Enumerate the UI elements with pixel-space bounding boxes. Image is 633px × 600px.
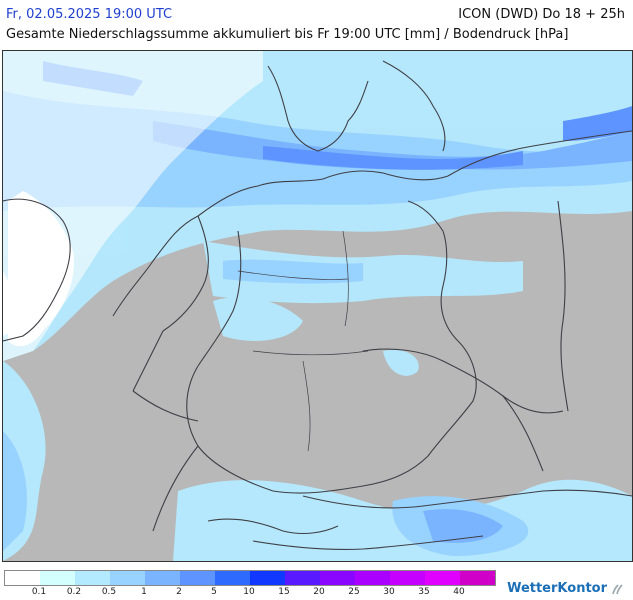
legend-swatch xyxy=(250,571,285,585)
map-title: Gesamte Niederschlagssumme akkumuliert b… xyxy=(6,27,569,42)
color-scale-ticks: 0.1 0.2 0.5 1 2 5 10 15 20 25 30 35 40 xyxy=(4,587,504,599)
legend-tick-label: 35 xyxy=(418,587,430,597)
legend-swatch xyxy=(75,571,110,585)
color-scale xyxy=(4,570,496,586)
legend-tick-label: 15 xyxy=(278,587,290,597)
map-canvas xyxy=(3,51,632,561)
legend-swatch xyxy=(425,571,460,585)
legend-swatch xyxy=(390,571,425,585)
legend-tick-label: 5 xyxy=(211,587,217,597)
legend-swatch xyxy=(285,571,320,585)
legend-swatch xyxy=(180,571,215,585)
wetterkontor-logo: WetterKontor xyxy=(507,581,625,596)
political-borders xyxy=(3,60,632,550)
legend-swatch xyxy=(460,571,495,585)
legend-swatch xyxy=(215,571,250,585)
legend-swatch xyxy=(320,571,355,585)
precip-very-heavy xyxy=(263,106,632,170)
legend-swatch xyxy=(145,571,180,585)
model-run: ICON (DWD) Do 18 + 25h xyxy=(458,7,625,22)
legend-tick-label: 0.1 xyxy=(31,587,47,597)
legend-tick-label: 10 xyxy=(243,587,255,597)
legend-swatch xyxy=(110,571,145,585)
legend-swatch xyxy=(40,571,75,585)
legend-tick-label: 0.5 xyxy=(101,587,117,597)
legend-tick-label: 25 xyxy=(348,587,360,597)
legend-tick-label: 20 xyxy=(313,587,325,597)
legend-tick-label: 30 xyxy=(383,587,395,597)
legend-tick-label: 1 xyxy=(141,587,147,597)
legend-swatch xyxy=(5,571,40,585)
legend-tick-label: 2 xyxy=(176,587,182,597)
brand-mark-icon xyxy=(612,583,623,594)
precipitation-map xyxy=(2,50,633,562)
brand-name: WetterKontor xyxy=(507,581,607,596)
legend-swatch xyxy=(355,571,390,585)
legend-tick-label: 40 xyxy=(453,587,465,597)
legend-tick-label: 0.2 xyxy=(66,587,82,597)
sea-areas xyxy=(3,51,263,361)
forecast-date: Fr, 02.05.2025 19:00 UTC xyxy=(6,7,173,22)
